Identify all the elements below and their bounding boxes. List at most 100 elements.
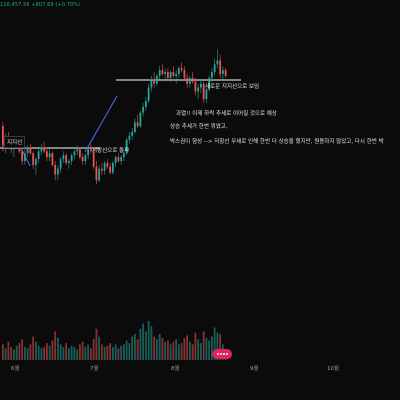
candle-body bbox=[95, 166, 98, 181]
volume-bar bbox=[79, 344, 81, 360]
volume-bar bbox=[65, 343, 68, 360]
candle-body bbox=[134, 122, 136, 132]
new-support-annotation: 새로운 지지선으로 보임 bbox=[205, 84, 260, 90]
candle-body bbox=[145, 101, 147, 107]
note-line-2: 상승 추세가 한번 꺾였고, bbox=[170, 124, 228, 130]
candle-body bbox=[87, 149, 90, 156]
volume-bar bbox=[178, 344, 180, 360]
volume-bar bbox=[112, 347, 114, 360]
volume-bar bbox=[57, 337, 59, 360]
volume-bar bbox=[213, 327, 216, 360]
volume-bar bbox=[26, 348, 29, 360]
volume-bar bbox=[156, 339, 158, 360]
candle-body bbox=[37, 151, 40, 160]
volume-bar bbox=[35, 341, 37, 360]
candle-body bbox=[136, 122, 139, 127]
resistance-break-annotation: 저항선으로 돌파 bbox=[92, 148, 130, 154]
volume-bar bbox=[150, 326, 153, 360]
candle-body bbox=[213, 64, 216, 73]
time-axis-label: 10월 bbox=[327, 366, 340, 372]
candle-body bbox=[200, 83, 202, 88]
candle-body bbox=[178, 68, 180, 74]
volume-bar bbox=[167, 340, 169, 360]
volume-bar bbox=[54, 331, 57, 360]
old-support-annotation: 지지선 bbox=[4, 136, 26, 148]
volume-bar bbox=[136, 339, 139, 360]
candle-body bbox=[48, 153, 51, 158]
volume-bar bbox=[51, 340, 54, 360]
candle-body bbox=[43, 147, 46, 152]
volume-bar bbox=[101, 344, 103, 360]
candle-body bbox=[219, 60, 222, 74]
time-axis-label: 9월 bbox=[250, 366, 259, 372]
volume-bar bbox=[46, 343, 48, 360]
volume-bar bbox=[191, 344, 194, 360]
note-line-1: 과열!! 이제 하락 추세로 이어질 것으로 예상 bbox=[176, 111, 277, 117]
candle-body bbox=[197, 87, 200, 92]
volume-bar bbox=[134, 334, 136, 360]
scroll-to-latest-button[interactable] bbox=[212, 349, 232, 359]
volume-bar bbox=[7, 341, 10, 360]
volume-bar bbox=[62, 347, 65, 360]
candle-body bbox=[208, 77, 211, 90]
volume-bar bbox=[98, 336, 101, 360]
candle-body bbox=[54, 164, 57, 175]
price-chart[interactable] bbox=[0, 0, 400, 372]
candle-body bbox=[92, 151, 95, 167]
volume-bar bbox=[197, 339, 200, 360]
volume-bar bbox=[117, 348, 120, 360]
volume-bar bbox=[95, 328, 98, 360]
candle-body bbox=[112, 162, 114, 173]
time-axis-label: 7월 bbox=[90, 366, 99, 372]
uptrend-line bbox=[84, 95, 118, 153]
candle-body bbox=[84, 155, 87, 161]
candle-body bbox=[109, 166, 112, 173]
volume-bar bbox=[81, 341, 84, 360]
note-line-3: 박스권이 형성 --> 저항선 무셰로 인해 한번 더 상승을 했지만, 원용하… bbox=[170, 139, 384, 145]
time-axis-label: 8월 bbox=[171, 366, 180, 372]
candle-body bbox=[76, 149, 79, 152]
volume-bar bbox=[145, 331, 147, 360]
candle-body bbox=[68, 161, 70, 163]
time-axis-label: 6월 bbox=[11, 366, 20, 372]
candle-body bbox=[79, 149, 81, 158]
volume-bar bbox=[109, 343, 112, 360]
volume-bar bbox=[194, 332, 197, 360]
volume-bar bbox=[2, 344, 4, 360]
candle-body bbox=[189, 77, 191, 84]
volume-bar bbox=[4, 348, 7, 360]
candle-body bbox=[40, 147, 43, 152]
volume-bar bbox=[24, 347, 26, 360]
candle-body bbox=[224, 70, 227, 76]
candle-body bbox=[128, 135, 131, 140]
volume-bar bbox=[10, 347, 13, 360]
volume-bar bbox=[103, 347, 106, 360]
volume-bar bbox=[40, 348, 43, 360]
candle-body bbox=[125, 139, 128, 154]
candle-body bbox=[46, 151, 48, 158]
volume-bar bbox=[73, 347, 76, 360]
volume-bar bbox=[139, 328, 142, 360]
candle-body bbox=[59, 159, 62, 169]
candle-body bbox=[172, 72, 175, 76]
candle-body bbox=[57, 168, 59, 175]
volume-bar bbox=[158, 334, 161, 360]
bottom-bar bbox=[0, 372, 400, 400]
candle-body bbox=[139, 112, 142, 127]
volume-bar bbox=[70, 345, 73, 360]
volume-bar bbox=[219, 334, 222, 360]
candle-body bbox=[167, 72, 169, 78]
volume-bar bbox=[76, 349, 79, 360]
volume-bar bbox=[106, 345, 109, 360]
candle-body bbox=[117, 157, 120, 161]
candle-body bbox=[211, 72, 213, 78]
volume-bar bbox=[120, 345, 123, 360]
candle-body bbox=[62, 155, 65, 160]
candle-body bbox=[164, 72, 167, 74]
candle-body bbox=[32, 153, 35, 165]
volume-bar bbox=[48, 345, 51, 360]
volume-bar bbox=[125, 340, 128, 360]
volume-bar bbox=[90, 348, 92, 360]
volume-bar bbox=[29, 344, 32, 360]
